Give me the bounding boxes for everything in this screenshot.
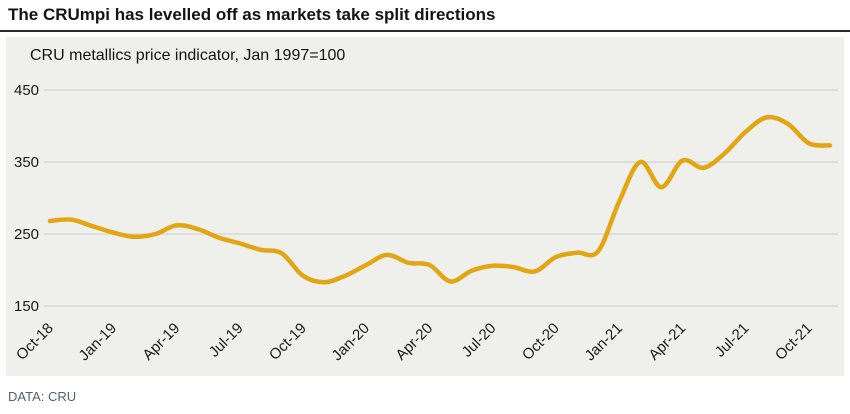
x-tick-label: Jan-19 [76,320,120,364]
y-tick-label: 150 [14,298,39,315]
title-divider [0,30,850,32]
x-tick-label: Apr-21 [645,320,689,364]
x-tick-label: Jan-20 [329,320,373,364]
x-tick-label: Oct-20 [519,320,563,364]
line-chart: 150 250 350 450 Oct-18 Jan-19 Apr-19 Jul-19 Oct-… [13,82,838,364]
chart-panel: CRU metallics price indicator, Jan 1997=… [6,37,844,376]
x-tick-label: Apr-19 [139,320,183,364]
x-tick-label: Jul-20 [459,320,500,361]
y-tick-label: 350 [14,154,39,171]
y-tick-label: 250 [14,226,39,243]
x-tick-label: Oct-18 [13,320,57,364]
x-tick-label: Jan-21 [582,320,626,364]
x-tick-label: Oct-19 [266,320,310,364]
x-tick-label: Oct-21 [772,320,816,364]
x-tick-label: Apr-20 [392,320,436,364]
x-tick-label: Jul-19 [206,320,247,361]
y-tick-label: 450 [14,82,39,99]
page-title: The CRUmpi has levelled off as markets t… [8,5,496,24]
chart-subtitle: CRU metallics price indicator, Jan 1997=… [30,47,346,64]
price-line [47,114,833,285]
data-source: DATA: CRU [8,389,77,404]
x-tick-label: Jul-21 [712,320,753,361]
